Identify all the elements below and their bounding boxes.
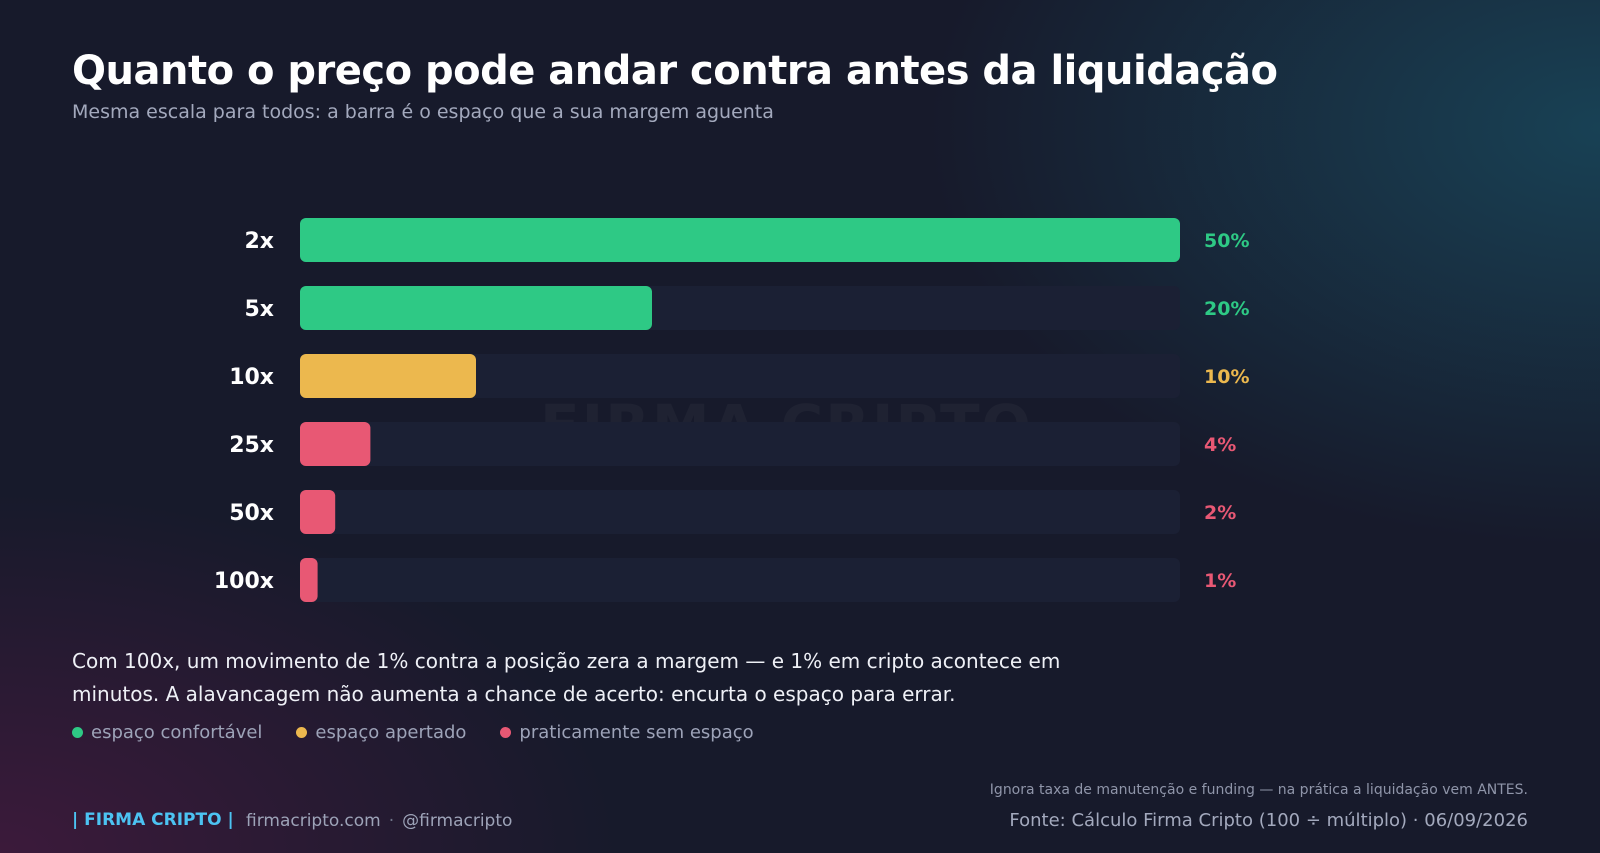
bar-track bbox=[300, 490, 1180, 534]
value-label: 10% bbox=[1204, 366, 1249, 388]
bar-2x bbox=[300, 218, 1180, 262]
value-label: 1% bbox=[1204, 570, 1236, 592]
value-label: 4% bbox=[1204, 434, 1236, 456]
bar-50x bbox=[300, 490, 336, 534]
category-label: 50x bbox=[229, 501, 274, 526]
brand-logo: | FIRMA CRIPTO | bbox=[72, 810, 234, 830]
legend-dot-icon bbox=[72, 727, 83, 738]
value-label: 50% bbox=[1204, 230, 1249, 252]
bar-track bbox=[300, 558, 1180, 602]
legend-dot-icon bbox=[500, 727, 512, 738]
category-label: 5x bbox=[245, 297, 275, 322]
footer-separator: · bbox=[388, 811, 395, 831]
legend-dot-icon bbox=[296, 727, 308, 738]
site-link[interactable]: firmacripto.com bbox=[246, 811, 381, 831]
chart-title: Quanto o preço pode andar contra antes d… bbox=[72, 48, 1278, 94]
legend-label: praticamente sem espaço bbox=[519, 722, 754, 743]
bar-25x bbox=[300, 422, 371, 466]
bar-track bbox=[300, 354, 1180, 398]
bar-10x bbox=[300, 354, 476, 398]
bar-100x bbox=[300, 558, 318, 602]
legend-label: espaço confortável bbox=[91, 722, 263, 743]
category-label: 10x bbox=[229, 365, 274, 390]
chart-subtitle: Mesma escala para todos: a barra é o esp… bbox=[72, 101, 774, 123]
value-label: 20% bbox=[1204, 298, 1249, 320]
social-handle[interactable]: @firmacripto bbox=[402, 811, 513, 831]
category-label: 2x bbox=[245, 229, 275, 254]
category-label: 25x bbox=[229, 433, 274, 458]
bar-track bbox=[300, 422, 1180, 466]
legend-item-comfortable: espaço confortável bbox=[72, 722, 262, 743]
legend-item-tight: espaço apertado bbox=[296, 722, 466, 743]
bar-5x bbox=[300, 286, 652, 330]
legend-item-none: praticamente sem espaço bbox=[500, 722, 754, 743]
legend-label: espaço apertado bbox=[315, 722, 467, 743]
explanation-note: Com 100x, um movimento de 1% contra a po… bbox=[72, 649, 1061, 706]
category-label: 100x bbox=[214, 569, 274, 594]
footer-links: firmacripto.com · @firmacripto bbox=[246, 811, 512, 831]
footnote: Ignora taxa de manutenção e funding — na… bbox=[989, 782, 1528, 798]
value-label: 2% bbox=[1204, 502, 1236, 524]
source-credit: Fonte: Cálculo Firma Cripto (100 ÷ múlti… bbox=[1009, 810, 1528, 831]
legend: espaço confortável espaço apertado prati… bbox=[72, 722, 754, 743]
